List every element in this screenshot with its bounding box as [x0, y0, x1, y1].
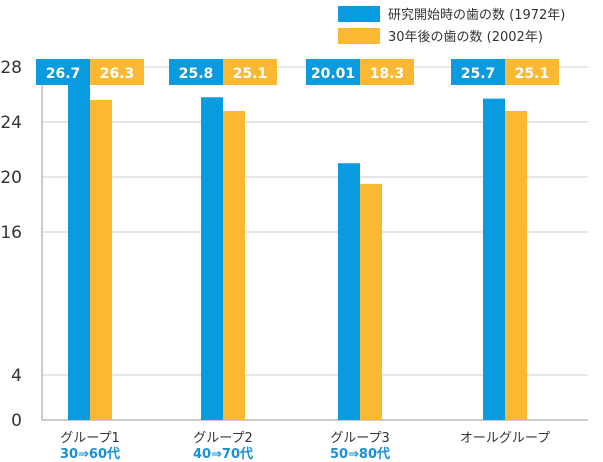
bar-initial-3 — [338, 163, 360, 420]
value-label-box — [306, 59, 360, 85]
legend-swatch — [338, 6, 380, 22]
bar-after-30-years-3 — [360, 183, 382, 420]
axes: 0 4 16 20 24 28 — [0, 58, 588, 431]
value-label: 25.7 — [461, 66, 496, 82]
y-tick-label: 16 — [0, 223, 22, 243]
value-label-box — [505, 59, 559, 85]
y-tick-label: 28 — [0, 58, 22, 78]
value-label: 25.1 — [515, 66, 550, 82]
y-tick-label: 24 — [0, 113, 22, 133]
value-label: 18.3 — [370, 66, 405, 82]
value-label-box — [36, 59, 90, 85]
legend: 研究開始時の歯の数 (1972年) 30年後の歯の数 (2002年) — [338, 6, 565, 45]
legend-label: 30年後の歯の数 (2002年) — [388, 30, 543, 45]
y-tick-label: 0 — [11, 411, 22, 431]
x-category-label: グループ2 — [193, 431, 253, 446]
x-category-label: グループ3 — [330, 431, 390, 446]
value-label-box — [169, 59, 223, 85]
y-tick-label: 20 — [0, 168, 22, 188]
bar-initial-4 — [483, 98, 505, 420]
legend-swatch — [338, 28, 380, 44]
x-category-sublabel: 30⇒60代 — [60, 446, 120, 462]
value-label-box — [360, 59, 414, 85]
bar-after-30-years-4 — [505, 111, 527, 420]
value-label: 25.8 — [179, 66, 214, 82]
value-label: 26.3 — [100, 66, 135, 82]
value-label-box — [90, 59, 144, 85]
x-category-label: オールグループ — [460, 431, 550, 446]
x-category-sublabel: 50⇒80代 — [330, 446, 390, 462]
bar-initial-1 — [68, 84, 90, 420]
value-label-box — [451, 59, 505, 85]
value-label: 25.1 — [233, 66, 268, 82]
bar-initial-2 — [201, 97, 223, 420]
value-label: 20.01 — [311, 66, 355, 82]
value-labels: 26.7 26.3 25.8 25.1 20.01 18.3 25.7 25.1 — [36, 59, 559, 85]
y-tick-label: 4 — [11, 366, 22, 386]
x-category-label: グループ1 — [60, 431, 120, 446]
x-category-sublabel: 40⇒70代 — [193, 446, 253, 462]
bars — [68, 84, 527, 420]
bar-after-30-years-1 — [90, 100, 112, 420]
bar-after-30-years-2 — [223, 111, 245, 420]
legend-label: 研究開始時の歯の数 (1972年) — [388, 8, 565, 23]
value-label-box — [223, 59, 277, 85]
value-label: 26.7 — [46, 66, 81, 82]
